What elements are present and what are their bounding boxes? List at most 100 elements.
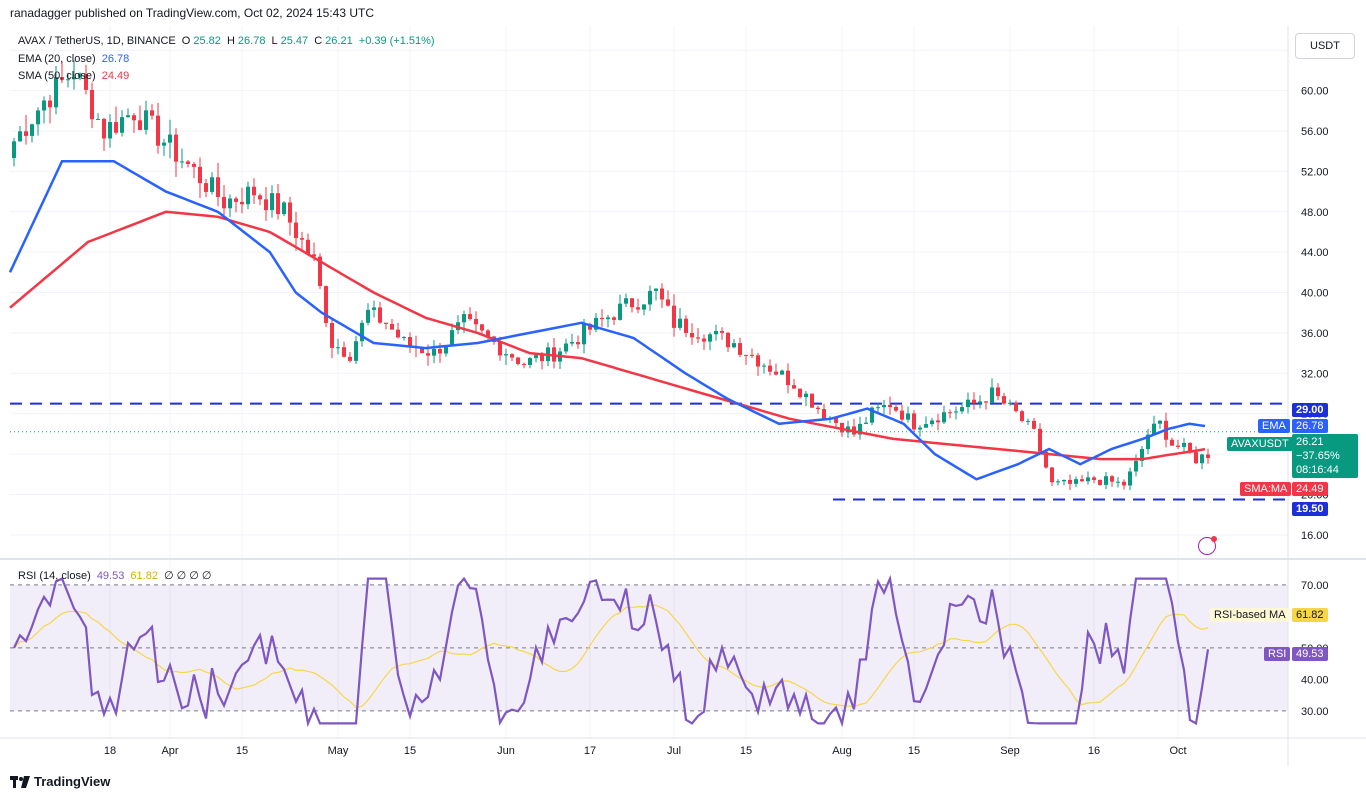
alert-icon[interactable] xyxy=(1198,536,1217,555)
candle-body xyxy=(990,387,994,403)
rsi-ma-value-tag: 61.82 xyxy=(1292,608,1328,622)
candle-body xyxy=(348,356,352,361)
candle-body xyxy=(1080,479,1084,482)
candle-body xyxy=(534,355,538,359)
candle-body xyxy=(900,410,904,420)
candle-body xyxy=(84,73,88,90)
candle-body xyxy=(756,355,760,367)
price-chart[interactable]: 16.0020.0024.0028.0032.0036.0040.0044.00… xyxy=(0,26,1366,766)
symbol-name: AVAX / TetherUS, 1D, BINANCE xyxy=(18,35,176,47)
candle-body xyxy=(942,412,946,423)
candle-body xyxy=(1200,454,1204,464)
candle-body xyxy=(966,399,970,408)
candle-body xyxy=(1050,467,1054,483)
candle-body xyxy=(114,122,118,133)
candle-body xyxy=(498,342,502,356)
sma-value-tag: 24.49 xyxy=(1292,482,1328,496)
candle-body xyxy=(510,354,514,358)
candle-body xyxy=(1014,402,1018,412)
candle-body xyxy=(570,342,574,344)
rsi-line xyxy=(13,574,1210,728)
low-label: L xyxy=(271,35,278,47)
candle-body xyxy=(798,388,802,398)
candle-body xyxy=(654,288,658,291)
candle-body xyxy=(174,134,178,162)
candle-body xyxy=(1128,471,1132,486)
candle-body xyxy=(822,409,826,420)
candle-body xyxy=(486,330,490,337)
rsi-ma-value: 61.82 xyxy=(130,570,158,582)
candle-body xyxy=(642,304,646,310)
currency-button[interactable]: USDT xyxy=(1295,33,1355,59)
candle-body xyxy=(564,343,568,352)
candle-body xyxy=(324,286,328,324)
candle-body xyxy=(336,347,340,349)
bar-countdown: 08:16:44 xyxy=(1296,464,1339,476)
candle-body xyxy=(780,370,784,375)
candle-body xyxy=(1056,481,1060,483)
time-tick-label: Oct xyxy=(1169,745,1186,757)
candle-body xyxy=(936,420,940,423)
rsi-tick-label: 30.00 xyxy=(1301,706,1329,718)
candle-body xyxy=(924,424,928,428)
candle-body xyxy=(462,314,466,323)
price-change-pct: −37.65% xyxy=(1296,450,1340,462)
price-tick-label: 36.00 xyxy=(1301,328,1329,340)
low-value: 25.47 xyxy=(280,35,309,47)
candle-body xyxy=(894,406,898,411)
rsi-value-tag: 49.53 xyxy=(1292,647,1328,661)
time-tick-label: Sep xyxy=(1000,745,1020,757)
candle-body xyxy=(606,317,610,320)
candle-body xyxy=(474,318,478,325)
candle-body xyxy=(576,342,580,345)
time-tick-label: 17 xyxy=(584,745,596,757)
last-price: 26.21 xyxy=(1296,436,1324,448)
time-tick-label: Apr xyxy=(161,745,178,757)
symbol-legend: AVAX / TetherUS, 1D, BINANCE O 25.82 H 26.… xyxy=(18,35,438,47)
candle-body xyxy=(24,131,28,136)
publisher-line: ranadagger published on TradingView.com,… xyxy=(10,6,375,20)
candle-body xyxy=(108,122,112,139)
high-label: H xyxy=(226,35,235,47)
candle-body xyxy=(1158,420,1162,424)
candle-body xyxy=(384,322,388,324)
candle-body xyxy=(270,193,274,211)
ema-line xyxy=(8,160,1206,481)
candle-body xyxy=(126,115,130,118)
candle-body xyxy=(480,324,484,331)
candle-body xyxy=(360,322,364,342)
candle-body xyxy=(1002,396,1006,404)
candle-body xyxy=(774,371,778,375)
rsi-name-tag: RSI xyxy=(1264,647,1291,661)
candle-body xyxy=(258,195,262,200)
sma-value: 24.49 xyxy=(101,70,130,82)
candle-body xyxy=(1188,442,1192,453)
candle-body xyxy=(1146,434,1150,449)
candle-body xyxy=(282,202,286,215)
candle-body xyxy=(48,100,52,108)
candle-body xyxy=(198,166,202,184)
candle-body xyxy=(1044,451,1048,468)
candle-body xyxy=(222,196,226,209)
candle-body xyxy=(1176,445,1180,447)
price-tick-label: 56.00 xyxy=(1301,126,1329,138)
sma-line xyxy=(9,210,1206,461)
price-tag: 26.21 −37.65% 08:16:44 xyxy=(1292,434,1358,478)
candle-body xyxy=(864,422,868,424)
price-tick-label: 60.00 xyxy=(1301,86,1329,98)
candle-body xyxy=(984,401,988,403)
candle-body xyxy=(42,100,46,111)
candle-body xyxy=(660,288,664,300)
candle-body xyxy=(522,363,526,365)
candle-body xyxy=(216,177,220,197)
candle-body xyxy=(1116,481,1120,483)
rsi-extra: ∅ ∅ ∅ ∅ xyxy=(164,570,212,582)
candle-body xyxy=(396,329,400,338)
candle-body xyxy=(18,131,22,142)
ema-legend: EMA (20, close) 26.78 xyxy=(18,53,132,65)
candle-body xyxy=(1152,423,1156,435)
price-tick-label: 40.00 xyxy=(1301,288,1329,300)
candle-body xyxy=(696,337,700,339)
candle-body xyxy=(624,298,628,304)
candle-body xyxy=(618,303,622,320)
